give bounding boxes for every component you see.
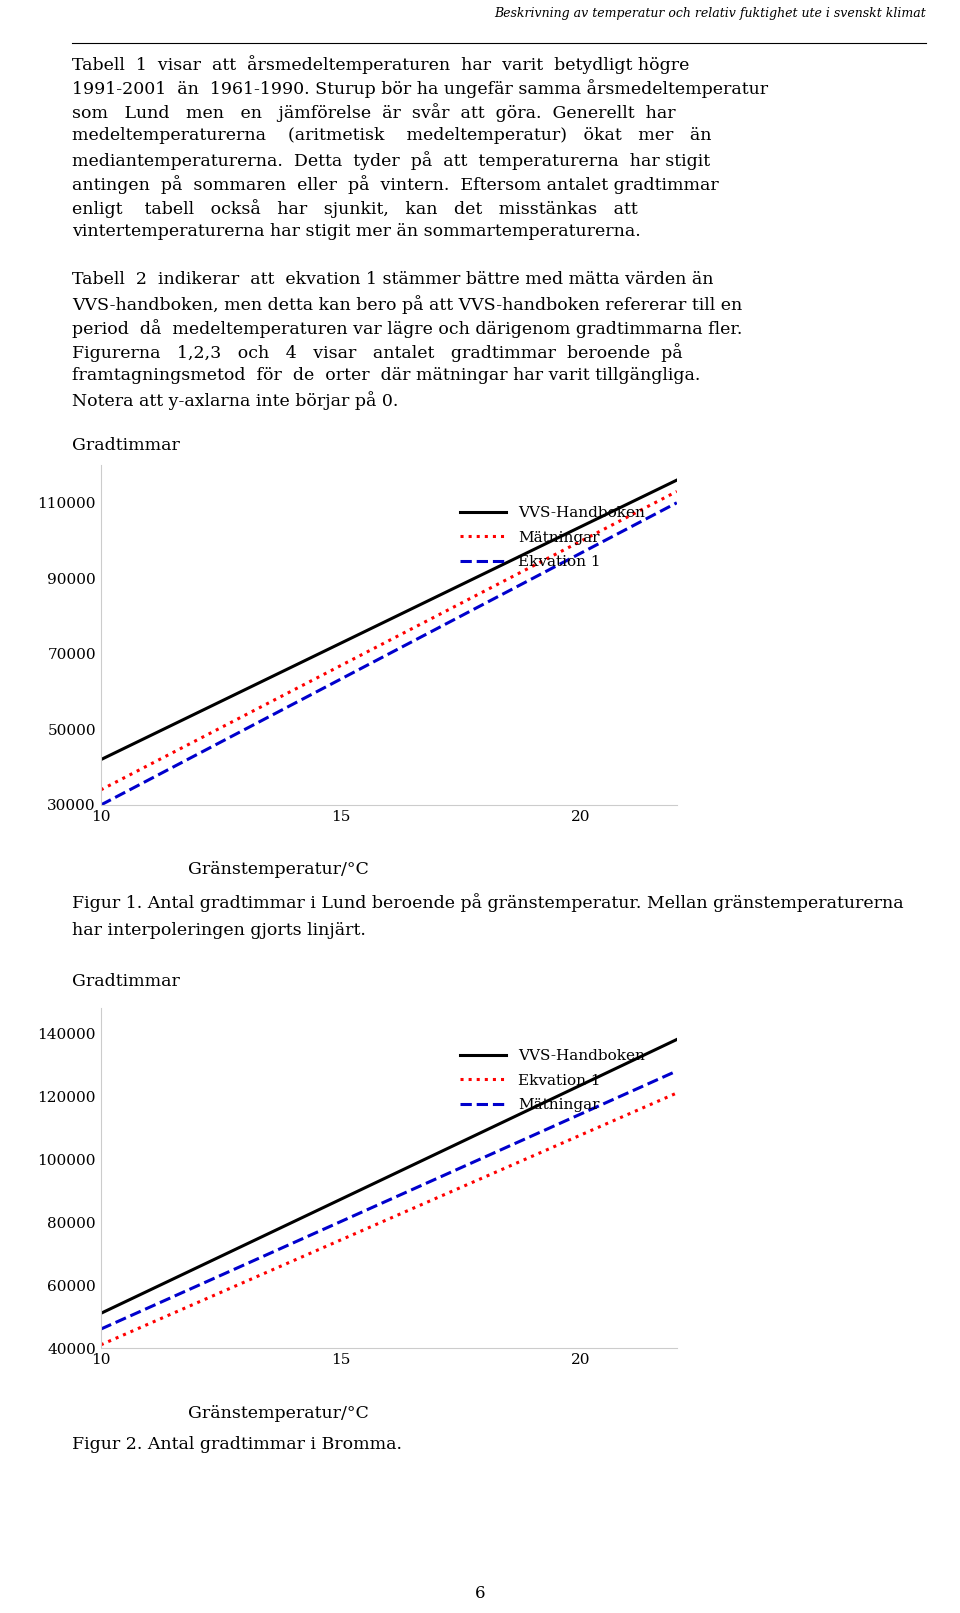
Text: vintertemperaturerna har stigit mer än sommartemperaturerna.: vintertemperaturerna har stigit mer än s… — [72, 223, 640, 240]
Text: mediantemperaturerna.  Detta  tyder  på  att  temperaturerna  har stigit: mediantemperaturerna. Detta tyder på att… — [72, 152, 710, 169]
Text: period  då  medeltemperaturen var lägre och därigenom gradtimmarna fler.: period då medeltemperaturen var lägre oc… — [72, 319, 742, 337]
Legend: VVS-Handboken, Ekvation 1, Mätningar: VVS-Handboken, Ekvation 1, Mätningar — [454, 1044, 651, 1118]
Text: 1991-2001  än  1961-1990. Sturup bör ha ungefär samma årsmedeltemperatur: 1991-2001 än 1961-1990. Sturup bör ha un… — [72, 79, 768, 98]
Text: Tabell  2  indikerar  att  ekvation 1 stämmer bättre med mätta värden än: Tabell 2 indikerar att ekvation 1 stämme… — [72, 271, 713, 289]
Text: Gränstemperatur/°C: Gränstemperatur/°C — [188, 861, 369, 879]
Text: Tabell  1  visar  att  årsmedeltemperaturen  har  varit  betydligt högre: Tabell 1 visar att årsmedeltemperaturen … — [72, 55, 689, 74]
Text: antingen  på  sommaren  eller  på  vintern.  Eftersom antalet gradtimmar: antingen på sommaren eller på vintern. E… — [72, 174, 719, 194]
Text: Figurerna   1,2,3   och   4   visar   antalet   gradtimmar  beroende  på: Figurerna 1,2,3 och 4 visar antalet grad… — [72, 344, 683, 361]
Text: Beskrivning av temperatur och relativ fuktighet ute i svenskt klimat: Beskrivning av temperatur och relativ fu… — [494, 6, 926, 21]
Text: Notera att y-axlarna inte börjar på 0.: Notera att y-axlarna inte börjar på 0. — [72, 390, 398, 410]
Text: Figur 1. Antal gradtimmar i Lund beroende på gränstemperatur. Mellan gränstemper: Figur 1. Antal gradtimmar i Lund beroend… — [72, 894, 903, 911]
Legend: VVS-Handboken, Mätningar, Ekvation 1: VVS-Handboken, Mätningar, Ekvation 1 — [454, 500, 651, 576]
Text: Gradtimmar: Gradtimmar — [72, 437, 180, 455]
Text: Gradtimmar: Gradtimmar — [72, 973, 180, 989]
Text: 6: 6 — [475, 1584, 485, 1602]
Text: som   Lund   men   en   jämförelse  är  svår  att  göra.  Generellt  har: som Lund men en jämförelse är svår att g… — [72, 103, 676, 123]
Text: framtagningsmetod  för  de  orter  där mätningar har varit tillgängliga.: framtagningsmetod för de orter där mätni… — [72, 368, 701, 384]
Text: enligt    tabell   också   har   sjunkit,   kan   det   misstänkas   att: enligt tabell också har sjunkit, kan det… — [72, 198, 637, 218]
Text: Gränstemperatur/°C: Gränstemperatur/°C — [188, 1405, 369, 1421]
Text: medeltemperaturerna    (aritmetisk    medeltemperatur)   ökat   mer   än: medeltemperaturerna (aritmetisk medeltem… — [72, 127, 711, 144]
Text: Figur 2. Antal gradtimmar i Bromma.: Figur 2. Antal gradtimmar i Bromma. — [72, 1436, 402, 1453]
Text: VVS-handboken, men detta kan bero på att VVS-handboken refererar till en: VVS-handboken, men detta kan bero på att… — [72, 295, 742, 315]
Text: har interpoleringen gjorts linjärt.: har interpoleringen gjorts linjärt. — [72, 921, 366, 939]
